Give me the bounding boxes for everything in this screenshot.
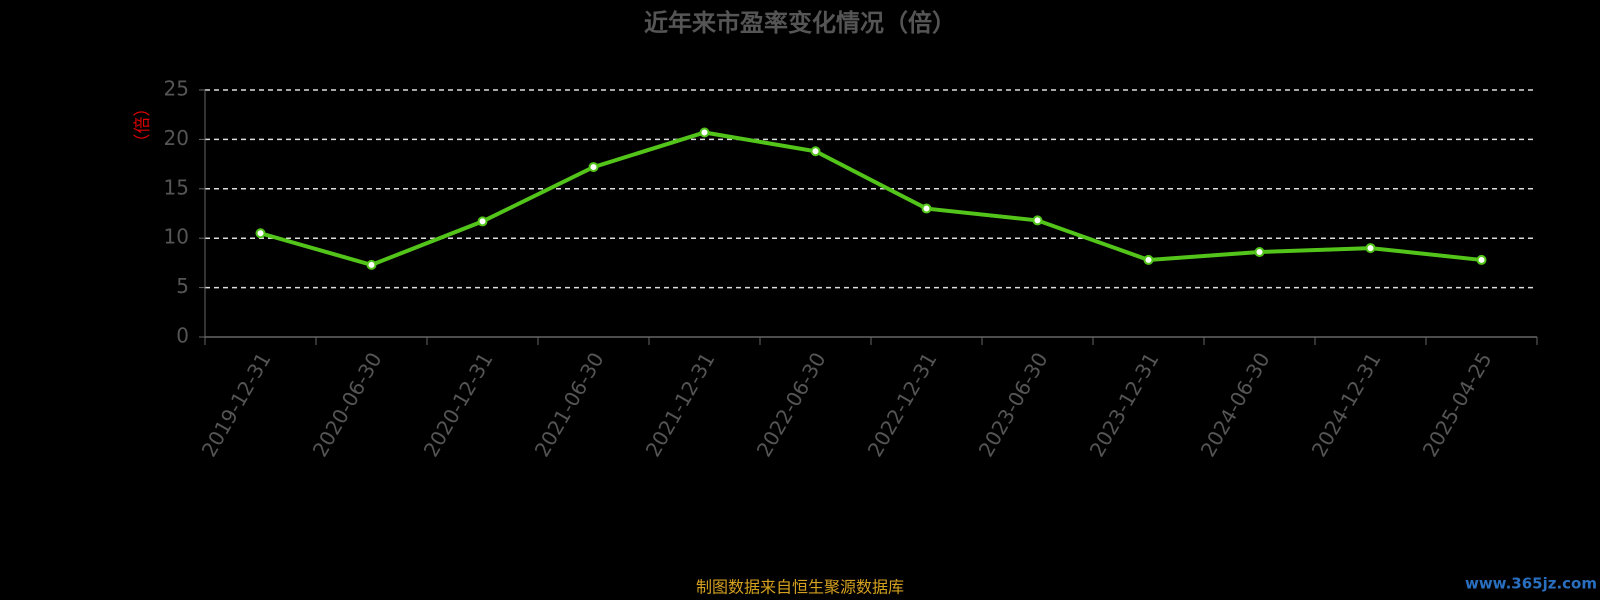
- data-point: [699, 127, 710, 138]
- x-tick-label: 2024-12-31: [1307, 348, 1386, 461]
- y-tick-label: 10: [164, 225, 189, 249]
- data-point: [477, 216, 488, 227]
- y-tick-label: 15: [164, 175, 189, 199]
- x-tick-label: 2020-06-30: [308, 348, 387, 461]
- chart-title: 近年来市盈率变化情况（倍）: [644, 9, 956, 37]
- x-tick-label: 2021-12-31: [641, 348, 720, 461]
- data-point: [1032, 215, 1043, 226]
- watermark: www.365jz.com: [1465, 575, 1597, 593]
- y-axis-label: （倍）: [133, 100, 153, 151]
- data-point: [1254, 247, 1265, 258]
- data-point: [1143, 254, 1154, 265]
- x-tick-label: 2024-06-30: [1196, 348, 1275, 461]
- data-point: [921, 203, 932, 214]
- y-tick-label: 0: [176, 324, 189, 348]
- x-tick-label: 2023-12-31: [1085, 348, 1164, 461]
- y-tick-label: 20: [164, 126, 189, 150]
- data-point: [1476, 254, 1487, 265]
- x-tick-label: 2020-12-31: [419, 348, 498, 461]
- x-tick-label: 2022-12-31: [863, 348, 942, 461]
- x-tick-label: 2023-06-30: [974, 348, 1053, 461]
- x-tick-label: 2025-04-25: [1418, 348, 1497, 461]
- data-point: [588, 162, 599, 173]
- data-point: [810, 146, 821, 157]
- x-tick-label: 2019-12-31: [197, 348, 276, 461]
- x-tick-label: 2021-06-30: [530, 348, 609, 461]
- data-point: [1365, 243, 1376, 254]
- data-point: [255, 228, 266, 239]
- series-line: [259, 130, 1482, 267]
- source-note: 制图数据来自恒生聚源数据库: [696, 578, 904, 597]
- data-point: [366, 259, 377, 270]
- y-tick-label: 25: [164, 77, 189, 101]
- y-tick-label: 5: [176, 274, 189, 298]
- x-tick-label: 2022-06-30: [752, 348, 831, 461]
